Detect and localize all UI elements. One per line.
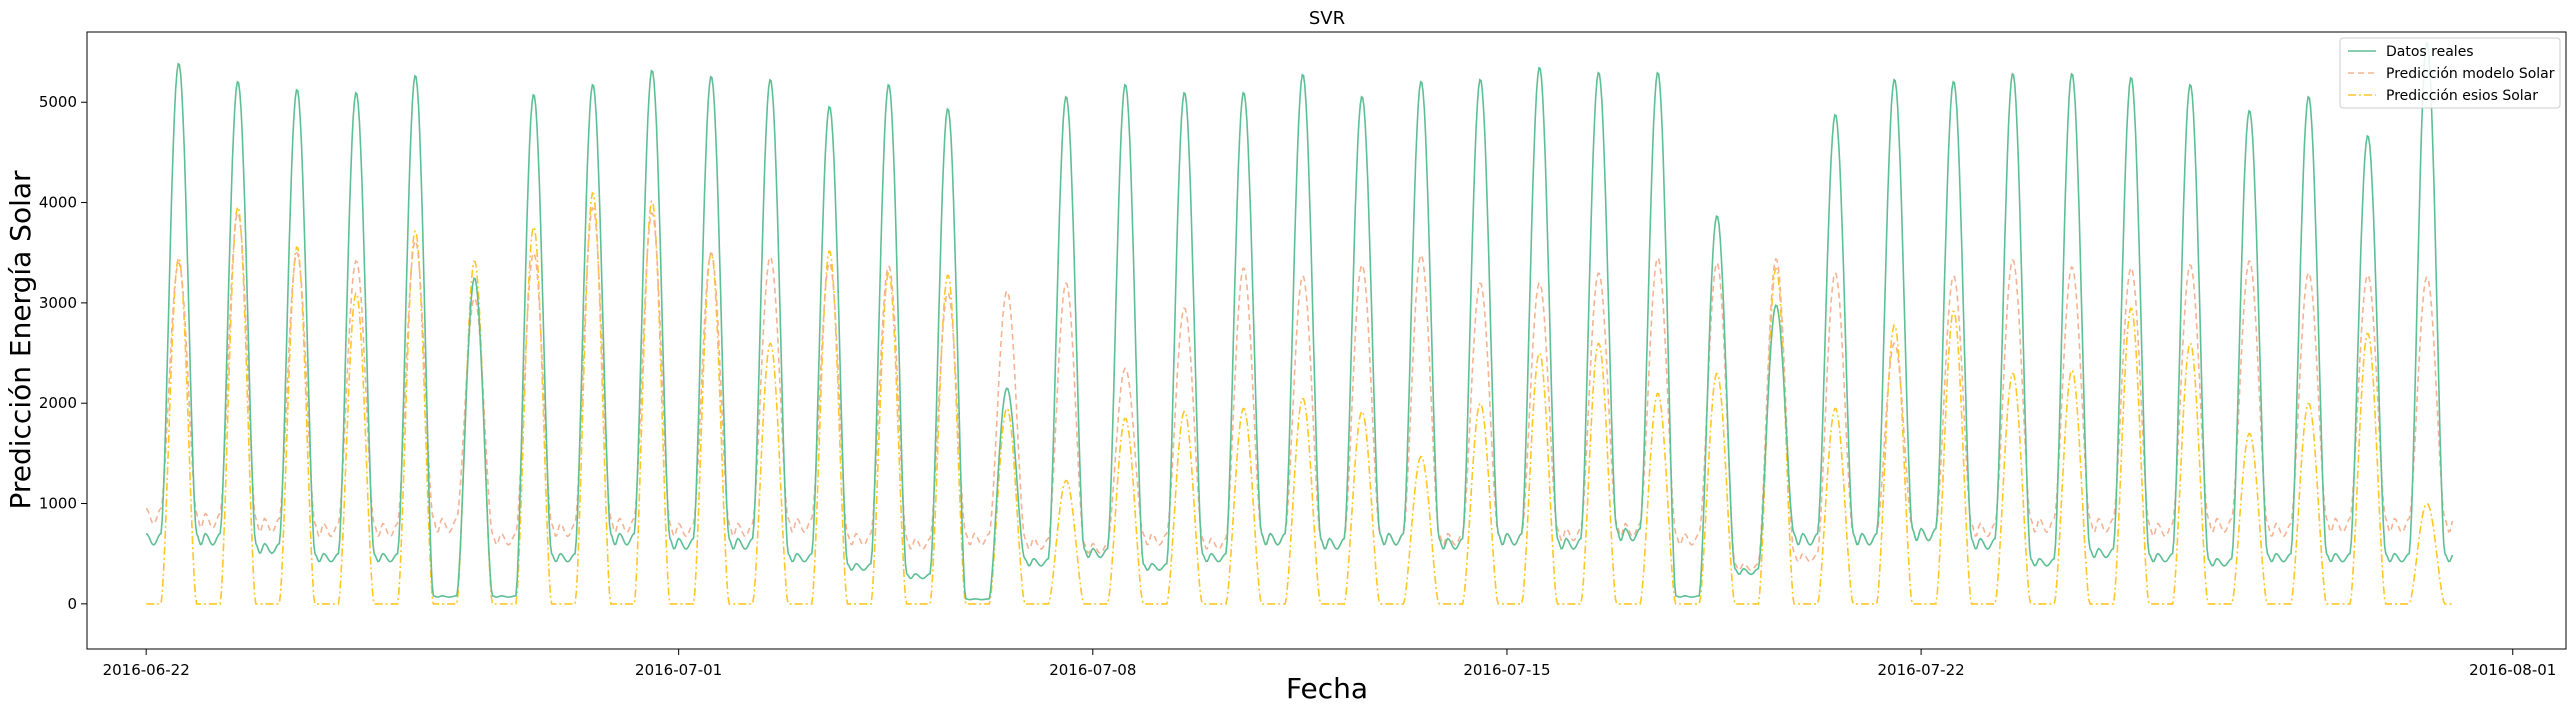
y-axis-title: Predicción Energía Solar	[4, 170, 37, 510]
x-tick-label: 2016-06-22	[103, 661, 190, 679]
legend: Datos reales Predicción modelo Solar Pre…	[2339, 37, 2561, 109]
plot-area: 0 1000 2000 3000 4000 5000 2016-06-22 2016-07-…	[39, 31, 2567, 679]
x-tick-label: 2016-08-01	[2469, 661, 2556, 679]
legend-box	[2339, 37, 2561, 109]
legend-label-modelo: Predicción modelo Solar	[2386, 66, 2555, 82]
y-tick-label: 0	[67, 595, 77, 613]
x-axis-ticks: 2016-06-22 2016-07-01 2016-07-08 2016-07-15…	[103, 649, 2556, 679]
y-tick-label: 1000	[39, 495, 77, 513]
y-tick-label: 3000	[39, 294, 77, 312]
series-line-1	[145, 206, 2454, 571]
x-tick-label: 2016-07-08	[1049, 661, 1136, 679]
legend-label-datos-reales: Datos reales	[2386, 44, 2474, 60]
y-axis-ticks: 0 1000 2000 3000 4000 5000	[39, 93, 87, 613]
y-tick-label: 5000	[39, 93, 77, 111]
x-tick-label: 2016-07-01	[635, 661, 722, 679]
legend-label-esios: Predicción esios Solar	[2386, 88, 2538, 104]
series-line-2	[146, 191, 2453, 605]
series-line-0	[145, 41, 2454, 601]
chart-title: SVR	[1309, 8, 1345, 29]
x-tick-label: 2016-07-22	[1878, 661, 1965, 679]
y-tick-label: 2000	[39, 394, 77, 412]
x-axis-title: Fecha	[1286, 672, 1368, 705]
x-tick-label: 2016-07-15	[1463, 661, 1550, 679]
series-layer	[145, 41, 2454, 605]
y-tick-label: 4000	[39, 194, 77, 212]
